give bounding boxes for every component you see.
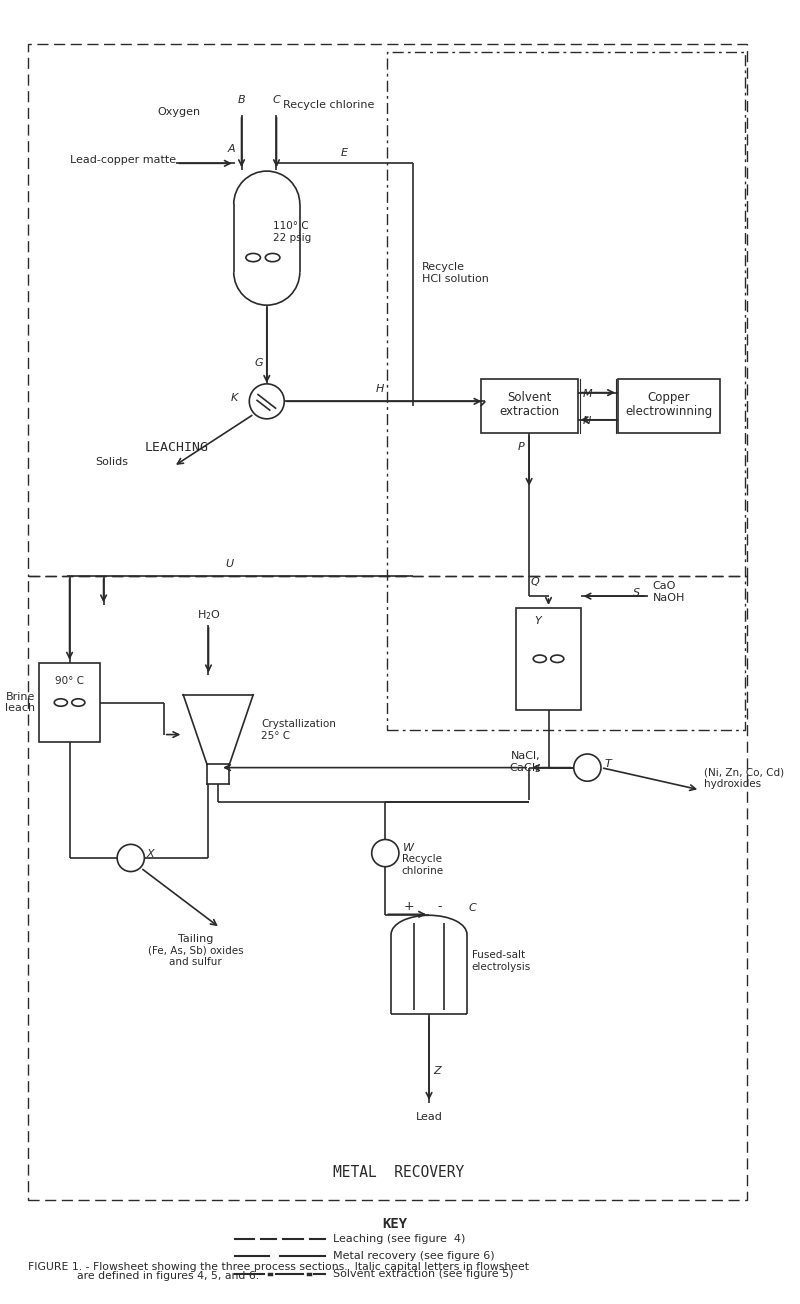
Text: leach: leach <box>6 703 35 713</box>
Text: LEACHING: LEACHING <box>145 442 209 455</box>
Bar <box>517 608 581 709</box>
Text: Brine: Brine <box>6 691 35 702</box>
Text: FIGURE 1. - Flowsheet showing the three process sections.  Italic capital letter: FIGURE 1. - Flowsheet showing the three … <box>28 1262 529 1271</box>
Text: $P$: $P$ <box>517 439 526 452</box>
Text: CaO: CaO <box>653 582 676 592</box>
Text: 90° C: 90° C <box>55 677 84 686</box>
Text: $C$: $C$ <box>468 901 478 913</box>
Circle shape <box>372 840 399 867</box>
Text: are defined in figures 4, 5, and 6.: are defined in figures 4, 5, and 6. <box>28 1270 259 1281</box>
Text: $M$: $M$ <box>582 386 593 399</box>
Text: Solids: Solids <box>95 456 128 467</box>
Text: NaOH: NaOH <box>653 593 685 602</box>
Text: $Z$: $Z$ <box>433 1064 443 1076</box>
Text: $T$: $T$ <box>604 756 614 769</box>
Ellipse shape <box>534 655 546 662</box>
Text: (Ni, Zn, Co, Cd): (Ni, Zn, Co, Cd) <box>704 768 784 777</box>
Text: electrowinning: electrowinning <box>626 404 713 417</box>
Text: hydroxides: hydroxides <box>704 778 761 789</box>
Text: 110° C: 110° C <box>273 222 308 232</box>
Text: Recycle: Recycle <box>402 854 442 865</box>
Text: Crystallization: Crystallization <box>261 719 336 729</box>
Text: H$_2$O: H$_2$O <box>197 608 221 622</box>
Bar <box>28 44 746 576</box>
Text: Oxygen: Oxygen <box>158 107 201 117</box>
Text: $B$: $B$ <box>237 93 246 106</box>
Text: 22 psig: 22 psig <box>273 233 311 243</box>
Circle shape <box>574 754 601 781</box>
Bar <box>481 379 578 433</box>
Text: $X$: $X$ <box>146 848 157 859</box>
Text: NaCl,: NaCl, <box>511 751 541 762</box>
Text: Recycle chlorine: Recycle chlorine <box>283 100 374 110</box>
Text: $C$: $C$ <box>272 93 282 106</box>
Text: $G$: $G$ <box>254 356 264 369</box>
Bar <box>39 662 100 742</box>
Ellipse shape <box>550 655 564 662</box>
Ellipse shape <box>266 253 280 262</box>
Text: extraction: extraction <box>499 404 559 417</box>
Text: $H$: $H$ <box>375 382 386 394</box>
Text: $S$: $S$ <box>632 587 640 599</box>
Text: $Q$: $Q$ <box>530 575 540 588</box>
Text: Solvent: Solvent <box>507 391 551 404</box>
Text: chlorine: chlorine <box>402 866 444 875</box>
Text: $U$: $U$ <box>225 557 235 570</box>
Text: Metal recovery (see figure 6): Metal recovery (see figure 6) <box>333 1252 494 1261</box>
Text: Fused-salt: Fused-salt <box>472 951 525 960</box>
Text: $K$: $K$ <box>230 391 240 403</box>
Text: +: + <box>404 900 414 913</box>
Text: $E$: $E$ <box>340 146 349 159</box>
Circle shape <box>117 845 144 871</box>
Text: Leaching (see figure  4): Leaching (see figure 4) <box>333 1234 466 1244</box>
Text: Solvent extraction (see figure 5): Solvent extraction (see figure 5) <box>333 1269 514 1279</box>
Text: $A$: $A$ <box>227 142 237 154</box>
Text: Lead: Lead <box>415 1112 442 1123</box>
Text: 25° C: 25° C <box>261 730 290 741</box>
Text: HCl solution: HCl solution <box>422 274 489 284</box>
Text: Tailing: Tailing <box>178 934 214 944</box>
Text: CaCl$_2$: CaCl$_2$ <box>509 760 541 775</box>
Text: $Y$: $Y$ <box>534 614 543 626</box>
Text: Lead-copper matte: Lead-copper matte <box>70 155 176 166</box>
Text: (Fe, As, Sb) oxides: (Fe, As, Sb) oxides <box>148 945 244 956</box>
Text: and sulfur: and sulfur <box>170 957 222 968</box>
Text: KEY: KEY <box>382 1218 407 1231</box>
Bar <box>618 379 720 433</box>
Text: $N$: $N$ <box>582 413 591 426</box>
Bar <box>28 576 746 1200</box>
Text: METAL  RECOVERY: METAL RECOVERY <box>334 1166 465 1180</box>
Text: Recycle: Recycle <box>422 262 466 273</box>
Ellipse shape <box>246 253 261 262</box>
Text: -: - <box>437 900 442 913</box>
Ellipse shape <box>72 699 85 707</box>
Text: $W$: $W$ <box>402 841 415 853</box>
Bar <box>387 52 745 730</box>
Circle shape <box>250 383 284 419</box>
Text: electrolysis: electrolysis <box>472 962 531 971</box>
Ellipse shape <box>54 699 67 707</box>
Text: Copper: Copper <box>648 391 690 404</box>
